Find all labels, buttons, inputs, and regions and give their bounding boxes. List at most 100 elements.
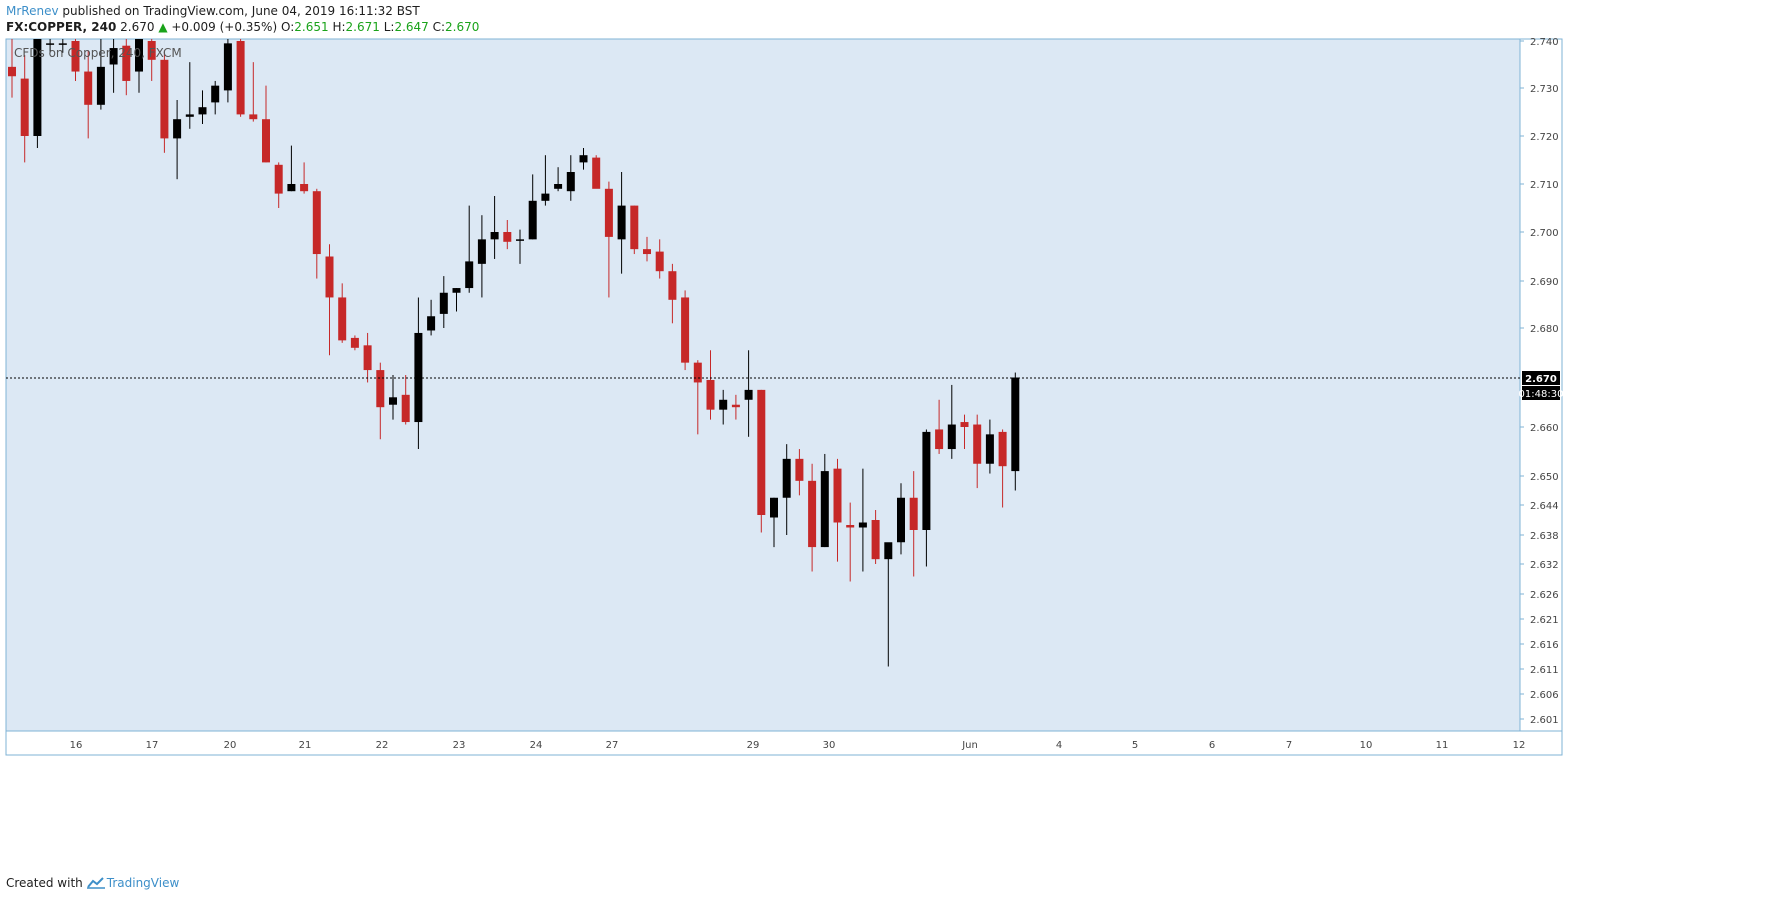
candle-body[interactable]	[935, 429, 944, 450]
candle-body[interactable]	[135, 39, 143, 72]
candle-body[interactable]	[897, 497, 905, 543]
price-tick-label: 2.611	[1530, 665, 1559, 676]
candle-body[interactable]	[744, 389, 753, 400]
candle-body[interactable]	[236, 41, 245, 115]
candle-body[interactable]	[858, 522, 867, 528]
candle-body[interactable]	[465, 261, 474, 289]
candle-body[interactable]	[8, 66, 16, 77]
candle-body[interactable]	[338, 297, 347, 341]
candle-body[interactable]	[147, 41, 156, 60]
candle-body[interactable]	[477, 239, 486, 264]
candle-body[interactable]	[617, 205, 626, 240]
candle-body[interactable]	[566, 172, 575, 192]
candle-body[interactable]	[973, 424, 982, 464]
candle-body[interactable]	[439, 292, 448, 314]
candle-body[interactable]	[160, 59, 169, 139]
candle-body[interactable]	[871, 520, 880, 560]
candle-body[interactable]	[300, 184, 309, 192]
candle-body[interactable]	[757, 389, 766, 515]
candle-body[interactable]	[389, 397, 397, 405]
candle-body[interactable]	[846, 525, 855, 528]
candle-body[interactable]	[655, 251, 664, 272]
candle-body[interactable]	[109, 48, 118, 65]
candle-body[interactable]	[71, 41, 80, 72]
candle-body[interactable]	[1011, 377, 1020, 472]
author-link[interactable]: MrRenev	[6, 4, 59, 18]
candle-body[interactable]	[630, 205, 639, 250]
candle-body[interactable]	[808, 480, 817, 548]
candle-body[interactable]	[693, 362, 702, 383]
up-triangle-icon: ▲	[158, 20, 168, 34]
candle-body[interactable]	[604, 188, 613, 237]
candle-body[interactable]	[731, 404, 740, 408]
candle-body[interactable]	[922, 431, 931, 530]
candle-body[interactable]	[173, 119, 182, 139]
candle-body[interactable]	[668, 271, 677, 300]
candle-body[interactable]	[274, 164, 283, 194]
time-axis[interactable]	[5, 730, 1563, 756]
candle-body[interactable]	[96, 66, 105, 105]
candle-body[interactable]	[947, 424, 956, 450]
candle-body[interactable]	[363, 345, 372, 371]
price-tick-label: 2.710	[1530, 180, 1559, 191]
candle-body[interactable]	[516, 239, 524, 241]
time-tick-label: 5	[1132, 740, 1138, 751]
price-tick-label: 2.650	[1530, 472, 1559, 483]
price-tick-label: 2.626	[1530, 590, 1559, 601]
candle-body[interactable]	[198, 107, 207, 115]
candle-body[interactable]	[960, 422, 969, 427]
candle-body[interactable]	[770, 497, 778, 518]
candle-body[interactable]	[350, 337, 359, 348]
price-tick-label: 2.660	[1530, 423, 1559, 434]
candle-body[interactable]	[58, 43, 67, 45]
candle-body[interactable]	[554, 184, 563, 189]
candle-body[interactable]	[592, 157, 601, 189]
candle-body[interactable]	[643, 249, 651, 255]
candle-body[interactable]	[998, 431, 1007, 467]
candle-body[interactable]	[211, 85, 220, 103]
candle-body[interactable]	[795, 458, 804, 481]
chart-legend: CFDs on Copper, 240, FXCM	[14, 46, 182, 60]
candle-body[interactable]	[401, 394, 410, 423]
candle-body[interactable]	[122, 45, 131, 81]
candle-body[interactable]	[719, 399, 728, 410]
candle-body[interactable]	[312, 191, 321, 255]
candle-body[interactable]	[681, 297, 690, 363]
price-tick-label: 2.621	[1530, 615, 1559, 626]
candle-body[interactable]	[33, 39, 42, 136]
candle-body[interactable]	[427, 316, 436, 331]
candle-body[interactable]	[185, 114, 194, 117]
candle-body[interactable]	[579, 155, 588, 163]
candle-body[interactable]	[909, 497, 918, 530]
candle-body[interactable]	[503, 232, 512, 242]
candle-body[interactable]	[490, 232, 499, 240]
candle-body[interactable]	[706, 379, 715, 410]
time-tick-label: 17	[146, 740, 159, 751]
candle-body[interactable]	[452, 288, 461, 293]
candle-body[interactable]	[541, 193, 550, 201]
candle-body[interactable]	[223, 43, 232, 91]
countdown-badge	[1522, 386, 1560, 400]
candle-body[interactable]	[833, 468, 842, 523]
candle-body[interactable]	[884, 542, 893, 560]
candle-body[interactable]	[376, 370, 385, 408]
candle-body[interactable]	[325, 256, 334, 298]
candles-group	[8, 39, 1020, 667]
candle-body[interactable]	[528, 200, 537, 240]
candle-body[interactable]	[84, 71, 93, 105]
candle-body[interactable]	[782, 458, 791, 498]
candle-body[interactable]	[262, 119, 270, 163]
candle-body[interactable]	[820, 471, 829, 548]
candle-body[interactable]	[46, 43, 55, 45]
price-tick-label: 2.606	[1530, 690, 1559, 701]
candle-body[interactable]	[20, 78, 29, 136]
candle-body[interactable]	[287, 184, 296, 192]
plot-area[interactable]	[5, 38, 1521, 732]
candle-body[interactable]	[985, 434, 994, 464]
tradingview-link[interactable]: TradingView	[106, 876, 180, 890]
time-tick-label: 30	[823, 740, 836, 751]
candle-body[interactable]	[249, 114, 258, 120]
price-tick-label: 2.616	[1530, 640, 1559, 651]
countdown-badge-text: 01:48:30	[1519, 389, 1564, 400]
